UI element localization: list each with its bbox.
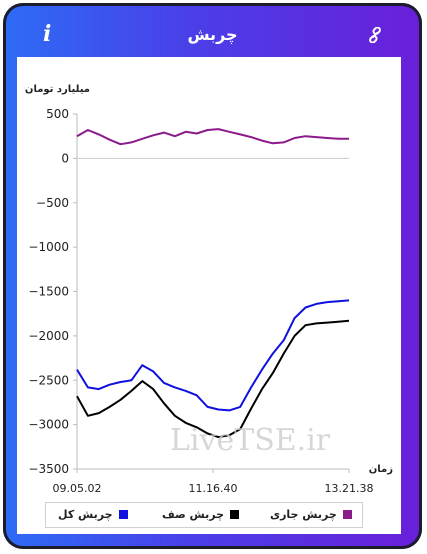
y-axis-label: میلیارد تومان <box>25 84 90 95</box>
legend-label: چربش جاری <box>270 508 337 521</box>
header: i چربش <box>3 3 422 63</box>
y-tick-label: −2000 <box>28 329 69 343</box>
legend-label: چربش صف <box>162 508 225 521</box>
link-icon[interactable] <box>367 26 383 47</box>
x-tick-label: 13.21.38 <box>325 482 374 495</box>
y-tick-label: 0 <box>61 151 69 165</box>
y-tick-label: 500 <box>46 107 69 121</box>
y-tick-label: −2500 <box>28 373 69 387</box>
legend: چربش جاری چربش صف چربش کل <box>45 502 363 528</box>
legend-item-current[interactable]: چربش جاری <box>270 508 352 521</box>
chart-card <box>17 57 401 534</box>
y-tick-label: −1000 <box>28 240 69 254</box>
series-line-queue <box>76 319 350 439</box>
legend-swatch <box>230 510 240 519</box>
info-icon[interactable]: i <box>43 21 52 47</box>
legend-label: چربش کل <box>58 508 113 521</box>
page-title: چربش <box>187 25 238 44</box>
legend-swatch <box>342 510 352 519</box>
watermark: LiveTSE.ir <box>170 423 331 458</box>
y-tick-label: −3000 <box>28 418 69 432</box>
y-tick-label: −1500 <box>28 285 69 299</box>
series-line-current <box>76 128 349 146</box>
series-line-total <box>76 299 350 412</box>
x-tick-label: 09.05.02 <box>53 482 102 495</box>
x-tick-label: 11.16.40 <box>189 482 238 495</box>
legend-item-total[interactable]: چربش کل <box>58 508 128 521</box>
x-axis-label: زمان <box>369 464 393 475</box>
legend-swatch <box>118 510 128 519</box>
legend-item-queue[interactable]: چربش صف <box>162 508 240 521</box>
y-tick-label: −3500 <box>28 462 69 476</box>
y-tick-label: −500 <box>36 196 69 210</box>
